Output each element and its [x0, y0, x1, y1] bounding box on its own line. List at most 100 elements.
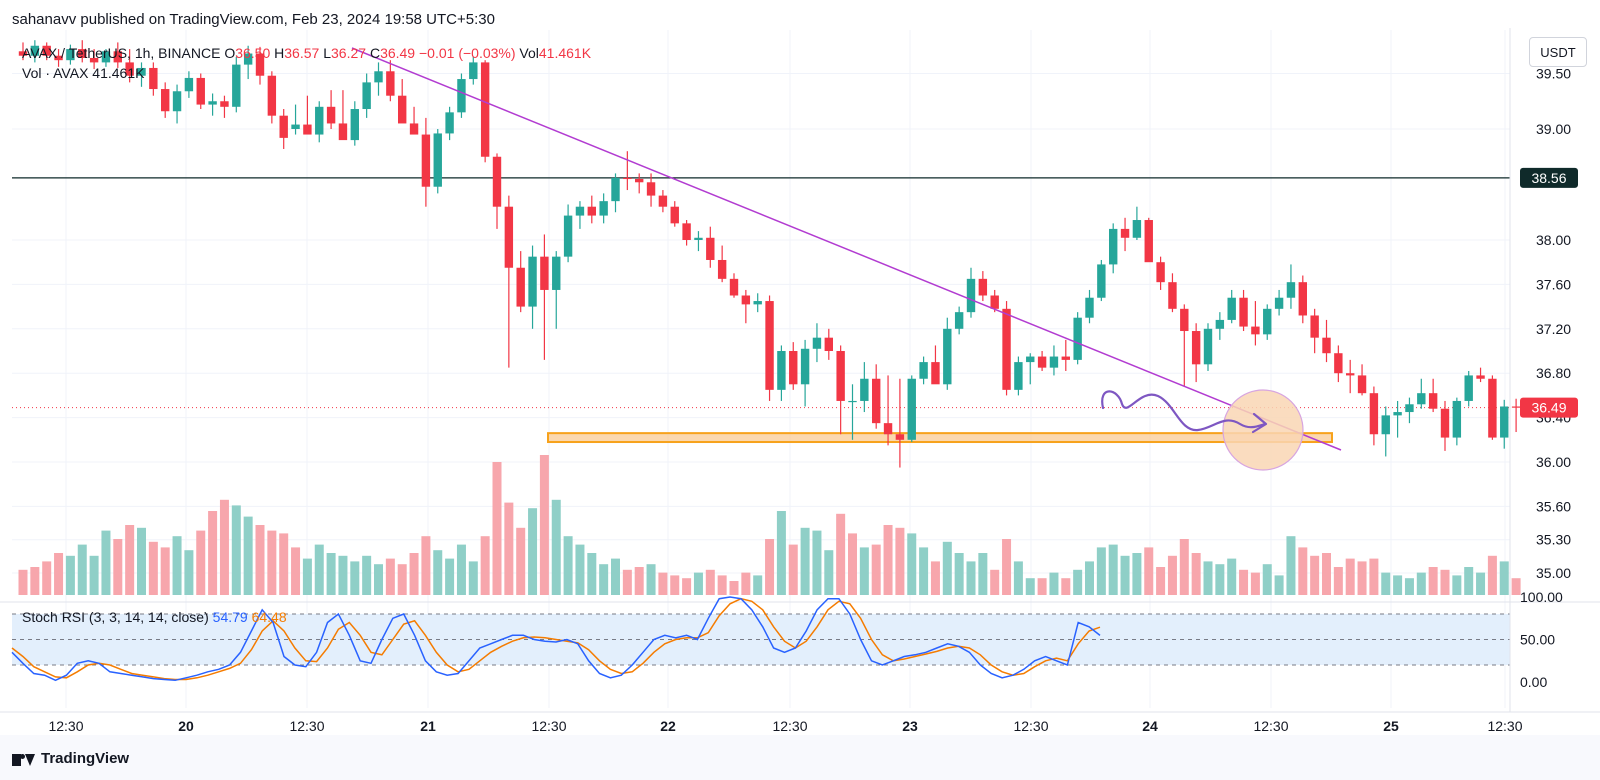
- candle: [350, 101, 359, 146]
- candle-body: [469, 62, 478, 80]
- candle-body: [1488, 378, 1497, 438]
- candle: [872, 364, 881, 429]
- volume-bar: [1144, 547, 1154, 595]
- volume-bar: [468, 561, 478, 595]
- candle-body: [1286, 282, 1296, 298]
- volume-bar: [575, 544, 585, 595]
- low-label: L: [323, 45, 331, 61]
- last-badge-text: 36.49: [1531, 400, 1566, 416]
- candle-body: [232, 64, 241, 107]
- currency-button[interactable]: USDT: [1529, 37, 1587, 67]
- candle-body: [54, 55, 63, 61]
- candle-body: [1168, 282, 1177, 309]
- candle: [1180, 304, 1189, 387]
- price-axis[interactable]: 39.5039.0038.0037.6037.2036.8036.4036.00…: [1536, 66, 1571, 582]
- candle-body: [765, 301, 774, 390]
- candle-body: [315, 106, 324, 135]
- projection-circle[interactable]: [1222, 389, 1304, 471]
- candle-body: [954, 312, 964, 329]
- candle-body: [1014, 362, 1023, 390]
- candle-body: [1215, 319, 1225, 329]
- candle-body: [966, 278, 976, 313]
- candle: [1322, 319, 1331, 363]
- candle: [386, 60, 395, 102]
- volume-bar: [374, 564, 383, 595]
- footer-bar: [0, 735, 1600, 780]
- time-tick-label: 12:30: [1013, 718, 1048, 734]
- volume-bar: [528, 508, 538, 595]
- candle: [848, 384, 857, 440]
- time-axis[interactable]: 12:30 20 12:30 21 12:30 22 12:30 23 12:30 24 12:30…: [0, 711, 1600, 734]
- candle: [1251, 301, 1260, 346]
- candle-body: [599, 201, 608, 216]
- candle-body: [149, 67, 158, 90]
- candle: [931, 345, 940, 385]
- volume-bar: [433, 550, 443, 595]
- volume-bar: [990, 569, 1000, 595]
- volume-bar: [456, 544, 466, 595]
- descending-trendline[interactable]: [351, 47, 1342, 451]
- candle-body: [1511, 406, 1521, 408]
- volume-bar: [765, 539, 775, 595]
- time-tick-label: 12:30: [1253, 718, 1288, 734]
- candle: [1037, 351, 1047, 371]
- volume-bar: [267, 530, 277, 595]
- candle: [717, 245, 727, 283]
- candle: [255, 46, 265, 85]
- candle-body: [409, 123, 419, 135]
- candle: [1298, 275, 1307, 324]
- candle-body: [883, 423, 893, 435]
- price-tick-label: 37.60: [1536, 276, 1571, 292]
- candle-body: [362, 82, 371, 110]
- candle: [706, 226, 715, 268]
- candle: [540, 234, 549, 360]
- volume-indicator-label[interactable]: Vol · AVAX: [22, 65, 89, 81]
- support-zone[interactable]: [547, 432, 1333, 444]
- candle: [800, 339, 810, 407]
- candle: [1286, 264, 1296, 309]
- candle-body: [137, 67, 146, 76]
- candle: [1263, 304, 1272, 340]
- volume-bar: [800, 527, 810, 595]
- projected-path[interactable]: [1101, 390, 1267, 432]
- candle: [492, 153, 502, 229]
- candle-body: [1203, 328, 1213, 365]
- volume-bar: [1002, 539, 1012, 595]
- candle: [1097, 259, 1106, 302]
- stoch-axis[interactable]: 100.00 50.00 0.00: [1520, 589, 1563, 690]
- candle-body: [848, 400, 857, 403]
- candle-body: [386, 71, 395, 96]
- candle-body: [338, 123, 348, 141]
- symbol-name[interactable]: AVAX / TetherUS, 1h, BINANCE: [22, 45, 221, 61]
- candle-body: [1073, 317, 1082, 360]
- volume-bar: [385, 558, 395, 595]
- volume-bar: [101, 530, 111, 595]
- candle: [421, 117, 431, 207]
- volume-bar: [1333, 567, 1343, 595]
- candle: [172, 84, 182, 124]
- tradingview-brand[interactable]: TradingView: [12, 750, 129, 767]
- candle: [587, 195, 596, 224]
- candle: [469, 56, 478, 85]
- last-badge-bg: [1520, 397, 1578, 418]
- candle-body: [824, 337, 833, 351]
- change-value: −0.01 (−0.03%): [419, 45, 516, 61]
- candle-body: [931, 362, 940, 385]
- stoch-rsi-label[interactable]: Stoch RSI (3, 3, 14, 14, close): [22, 609, 209, 625]
- volume-bar: [670, 575, 680, 595]
- volume-bar: [516, 527, 526, 595]
- volume-bar: [812, 530, 822, 595]
- candle: [1168, 273, 1177, 313]
- candle: [1488, 375, 1497, 440]
- candle: [232, 56, 241, 113]
- candle-body: [1109, 228, 1118, 265]
- candle-body: [1500, 406, 1509, 438]
- candle: [860, 362, 869, 413]
- candle-body: [421, 134, 431, 187]
- candle: [1014, 356, 1023, 396]
- volume-bar: [1227, 558, 1237, 595]
- stoch-d-line: [11, 597, 1101, 681]
- candle: [966, 267, 976, 318]
- price-tick-label: 37.20: [1536, 321, 1571, 337]
